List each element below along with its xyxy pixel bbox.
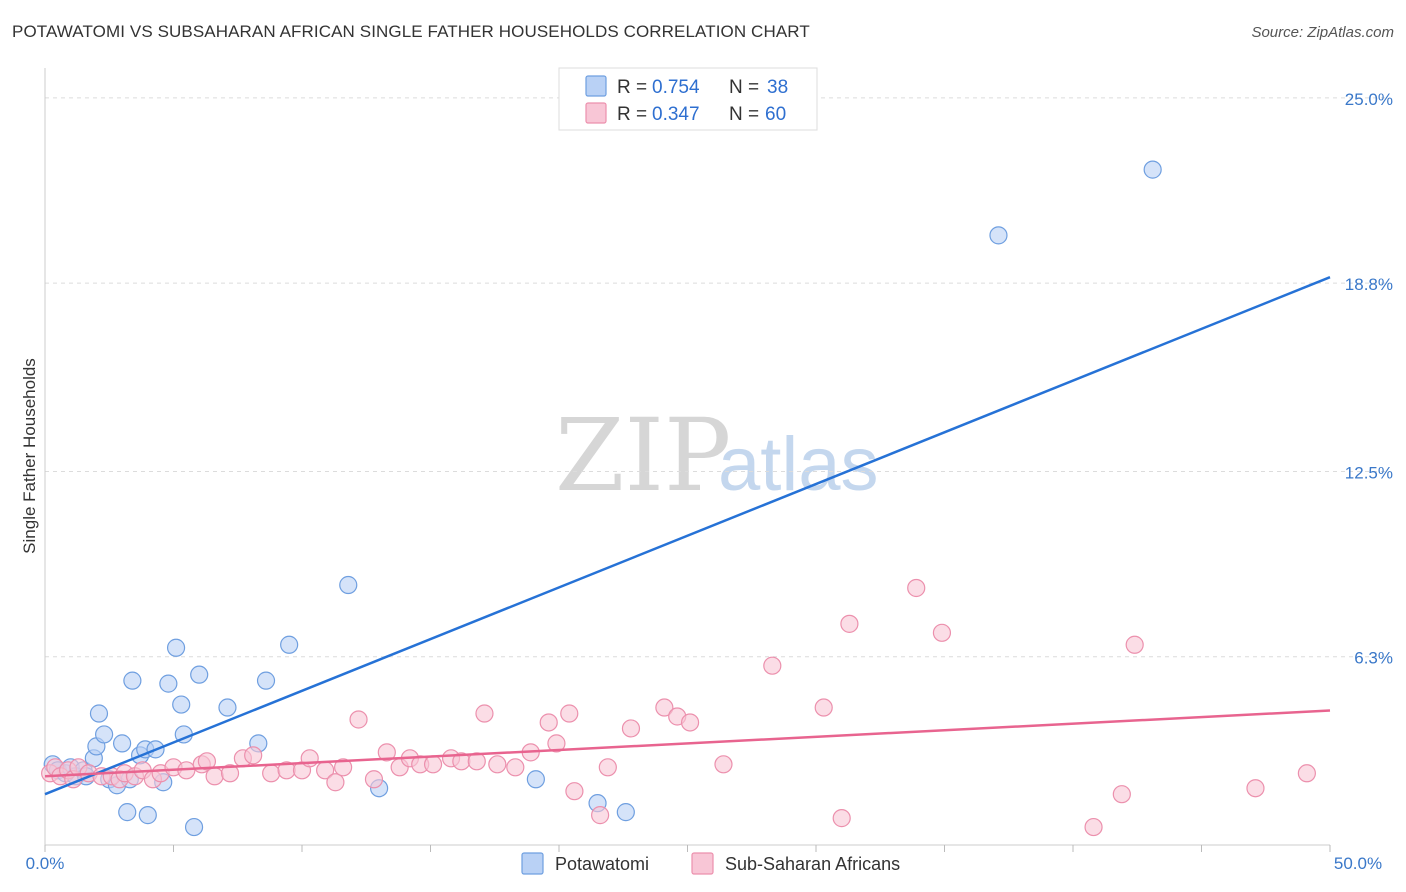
trend-lines bbox=[44, 276, 1331, 796]
potawatomi-point bbox=[95, 725, 114, 744]
legend-r-value-0: 0.754 bbox=[652, 77, 700, 98]
legend-n-value-1: 60 bbox=[765, 104, 786, 125]
subsaharan-point bbox=[423, 755, 443, 774]
series-legend-label-subsaharan: Sub-Saharan Africans bbox=[725, 854, 900, 874]
stats-legend: R = 0.754 N = 38 R = 0.347 N = 60 bbox=[558, 67, 818, 131]
subsaharan-point bbox=[763, 656, 782, 675]
watermark-zip: ZIP bbox=[555, 397, 731, 514]
subsaharan-point bbox=[832, 809, 851, 828]
stats-legend-swatch-subsaharan bbox=[585, 102, 607, 124]
potawatomi-point bbox=[526, 770, 545, 789]
potawatomi-point bbox=[184, 817, 204, 837]
legend-r-label-0: R = bbox=[617, 77, 647, 98]
subsaharan-point bbox=[539, 713, 558, 732]
subsaharan-point bbox=[244, 746, 263, 765]
potawatomi-point bbox=[256, 671, 276, 690]
x-tick-label-max: 50.0% bbox=[1334, 854, 1382, 873]
subsaharan-point bbox=[680, 713, 700, 732]
potawatomi-point bbox=[190, 665, 209, 684]
series-legend: Potawatomi Sub-Saharan Africans bbox=[521, 852, 900, 875]
subsaharan-point bbox=[621, 719, 641, 738]
series-legend-swatch-subsaharan bbox=[691, 852, 714, 875]
y-tick-label: 18.8% bbox=[1345, 275, 1393, 294]
series-subsaharan-points bbox=[41, 578, 1316, 837]
subsaharan-point bbox=[475, 704, 494, 723]
subsaharan-point bbox=[840, 614, 859, 633]
subsaharan-point bbox=[326, 773, 345, 792]
subsaharan-point bbox=[205, 767, 224, 786]
legend-n-label-0: N = bbox=[729, 77, 759, 98]
subsaharan-point bbox=[467, 752, 486, 771]
subsaharan-point bbox=[714, 755, 733, 774]
legend-n-value-0: 38 bbox=[767, 77, 788, 98]
potawatomi-point bbox=[339, 575, 358, 595]
subsaharan-point bbox=[565, 782, 584, 801]
subsaharan-point bbox=[377, 743, 396, 762]
subsaharan-point bbox=[349, 710, 368, 729]
watermark-atlas: atlas bbox=[718, 422, 879, 507]
y-tick-labels: 6.3% 12.5% 18.8% 25.0% bbox=[1345, 90, 1393, 668]
subsaharan-point bbox=[907, 578, 926, 598]
subsaharan-trend-line bbox=[44, 709, 1331, 778]
y-axis-label: Single Father Households bbox=[20, 358, 39, 554]
potawatomi-point bbox=[218, 698, 237, 717]
y-tick-label: 25.0% bbox=[1345, 90, 1393, 109]
subsaharan-point bbox=[488, 755, 507, 774]
potawatomi-trend-line bbox=[44, 276, 1331, 796]
potawatomi-point bbox=[89, 704, 109, 723]
potawatomi-point bbox=[123, 671, 142, 690]
x-tick-label-min: 0.0% bbox=[26, 854, 65, 873]
legend-r-label-1: R = bbox=[617, 104, 647, 125]
potawatomi-point bbox=[118, 803, 137, 822]
subsaharan-point bbox=[598, 758, 617, 777]
y-tick-label: 6.3% bbox=[1354, 649, 1393, 668]
subsaharan-point bbox=[364, 770, 384, 789]
potawatomi-point bbox=[280, 635, 299, 654]
potawatomi-point bbox=[172, 695, 191, 714]
subsaharan-point bbox=[1084, 817, 1103, 837]
stats-legend-swatch-potawatomi bbox=[585, 75, 607, 97]
subsaharan-point bbox=[262, 764, 281, 783]
subsaharan-point bbox=[932, 623, 952, 642]
subsaharan-point bbox=[1246, 779, 1265, 798]
subsaharan-point bbox=[814, 698, 833, 717]
x-ticks bbox=[44, 845, 1331, 852]
subsaharan-point bbox=[591, 806, 610, 825]
subsaharan-point bbox=[506, 758, 525, 777]
subsaharan-point bbox=[1125, 635, 1144, 654]
potawatomi-point bbox=[112, 734, 132, 753]
subsaharan-point bbox=[560, 704, 579, 723]
source-label: Source: ZipAtlas.com bbox=[1251, 24, 1394, 41]
subsaharan-point bbox=[547, 734, 566, 753]
subsaharan-point bbox=[1112, 785, 1131, 804]
subsaharan-point bbox=[300, 749, 319, 768]
potawatomi-point bbox=[166, 638, 186, 657]
potawatomi-point bbox=[616, 803, 635, 822]
subsaharan-point bbox=[655, 698, 674, 717]
series-legend-swatch-potawatomi bbox=[521, 852, 544, 875]
potawatomi-point bbox=[989, 226, 1008, 245]
chart-title: POTAWATOMI VS SUBSAHARAN AFRICAN SINGLE … bbox=[12, 22, 810, 41]
potawatomi-point bbox=[1143, 160, 1162, 179]
subsaharan-point bbox=[1297, 764, 1316, 783]
potawatomi-point bbox=[138, 806, 157, 825]
potawatomi-point bbox=[159, 674, 178, 693]
legend-n-label-1: N = bbox=[729, 104, 759, 125]
subsaharan-point bbox=[197, 752, 217, 771]
series-legend-label-potawatomi: Potawatomi bbox=[555, 854, 649, 874]
subsaharan-point bbox=[334, 758, 353, 777]
subsaharan-point bbox=[220, 764, 240, 783]
grid bbox=[45, 97, 1390, 658]
legend-r-value-1: 0.347 bbox=[652, 104, 700, 125]
y-tick-label: 12.5% bbox=[1345, 463, 1393, 482]
